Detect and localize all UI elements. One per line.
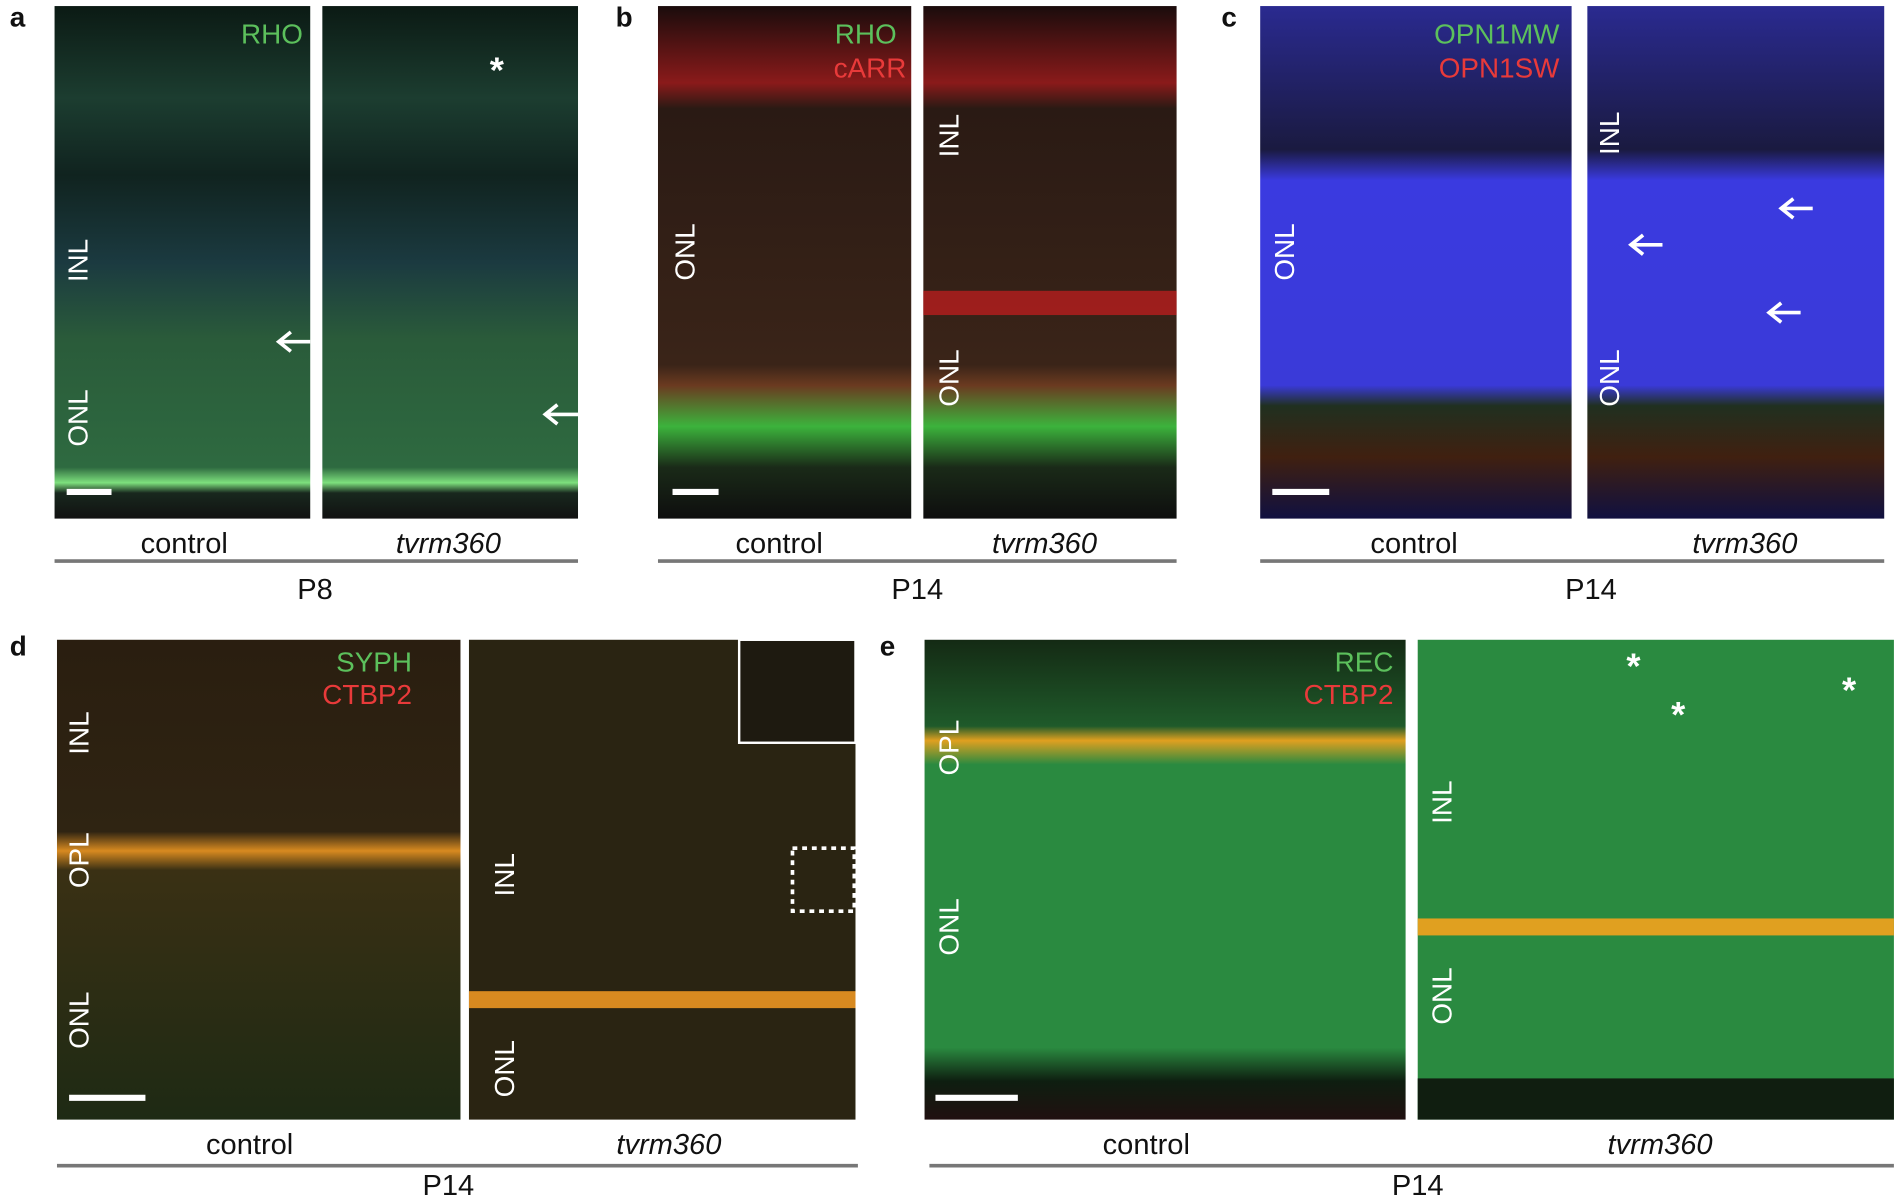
inset-region <box>790 846 857 914</box>
layer-label: INL <box>64 711 95 754</box>
stain-band <box>1417 918 1894 936</box>
micrograph <box>322 6 579 519</box>
asterisk: * <box>1842 670 1857 711</box>
layer-label: INL <box>62 239 93 282</box>
micrograph <box>923 6 1177 519</box>
micrograph <box>54 6 311 519</box>
condition-label: control <box>736 528 823 560</box>
panel-letter: c <box>1221 2 1237 33</box>
condition-label: tvrm360 <box>1608 1129 1713 1161</box>
age-label: P14 <box>1565 574 1617 606</box>
layer-label: ONL <box>62 389 93 446</box>
marker-label: RHO <box>241 19 303 50</box>
layer-label: INL <box>489 853 520 896</box>
condition-label: tvrm360 <box>992 528 1097 560</box>
micrograph <box>657 6 912 519</box>
layer-label: ONL <box>64 992 95 1049</box>
inset <box>737 638 857 744</box>
layer-label: OPL <box>64 832 95 888</box>
panel-letter: a <box>10 2 26 33</box>
age-label: P8 <box>297 574 333 606</box>
asterisk: * <box>490 49 505 90</box>
stain-band <box>1417 1078 1894 1120</box>
condition-label: control <box>141 528 228 560</box>
stain-band <box>923 290 1177 316</box>
layer-label: ONL <box>934 349 965 406</box>
layer-label: INL <box>1594 112 1625 155</box>
age-label: P14 <box>422 1170 474 1202</box>
age-label: P14 <box>1392 1170 1444 1202</box>
condition-label: tvrm360 <box>1692 528 1797 560</box>
panel-letter: b <box>616 2 633 33</box>
layer-label: INL <box>934 114 965 157</box>
condition-label: tvrm360 <box>616 1129 721 1161</box>
arrow <box>1628 233 1663 256</box>
layer-label: ONL <box>1594 349 1625 406</box>
panel-letter: d <box>10 631 27 662</box>
marker-label: RHO <box>835 19 897 50</box>
arrow <box>542 403 579 426</box>
stain-band <box>468 991 856 1009</box>
layer-label: INL <box>1427 780 1458 823</box>
micrograph <box>56 639 461 1120</box>
layer-label: OPL <box>934 720 965 776</box>
micrograph <box>924 639 1406 1120</box>
arrow <box>1766 301 1801 324</box>
arrow <box>1778 197 1813 220</box>
asterisk: * <box>1626 645 1641 686</box>
marker-label: CTBP2 <box>1304 679 1394 710</box>
asterisk: * <box>1671 694 1686 735</box>
condition-label: control <box>206 1129 293 1161</box>
marker-label: CTBP2 <box>322 679 412 710</box>
micrograph <box>1417 639 1894 1120</box>
marker-label: cARR <box>834 53 907 84</box>
layer-label: ONL <box>1269 223 1300 280</box>
layer-label: ONL <box>489 1040 520 1097</box>
arrow <box>275 330 311 353</box>
marker-label: REC <box>1335 646 1394 677</box>
age-label: P14 <box>891 574 943 606</box>
marker-label: OPN1SW <box>1439 53 1560 84</box>
marker-label: SYPH <box>336 646 412 677</box>
panel-letter: e <box>880 631 895 662</box>
layer-label: ONL <box>669 223 700 280</box>
marker-label: OPN1MW <box>1434 19 1560 50</box>
condition-label: control <box>1103 1129 1190 1161</box>
micrograph <box>1587 6 1885 519</box>
condition-label: tvrm360 <box>396 528 501 560</box>
layer-label: ONL <box>1427 967 1458 1024</box>
micrograph <box>1260 6 1572 519</box>
layer-label: ONL <box>934 898 965 955</box>
condition-label: control <box>1370 528 1457 560</box>
